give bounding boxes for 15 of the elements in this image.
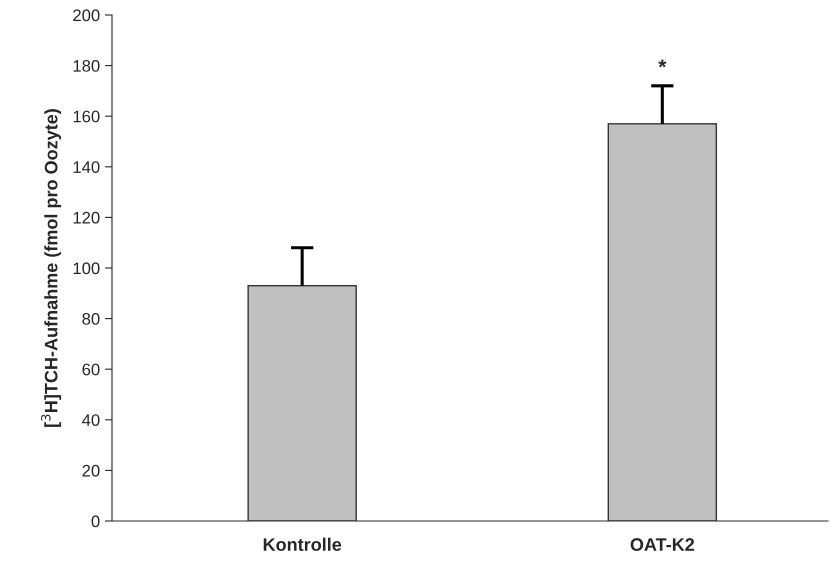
y-tick-label: 200 — [73, 9, 100, 22]
y-tick-label: 120 — [74, 212, 100, 224]
x-tick-label: OAT-K2 — [630, 538, 694, 551]
y-axis-title: [$^{3}$H]TCH-Aufnahme (fmol pro Oozyte) — [41, 109, 62, 427]
y-tick-label: 60 — [82, 364, 100, 376]
annotation: * — [658, 60, 666, 68]
y-tick-label: 100 — [74, 262, 100, 274]
y-tick-label: 0 — [92, 515, 100, 528]
y-tick-label: 160 — [74, 110, 100, 122]
y-tick-label: 20 — [82, 464, 100, 477]
y-tick-label: 140 — [74, 161, 100, 174]
y-tick-label: 80 — [82, 313, 100, 325]
y-tick-label: 180 — [74, 60, 100, 72]
x-tick-label: Kontrolle — [264, 538, 342, 551]
y-tick-label: 40 — [82, 414, 100, 426]
